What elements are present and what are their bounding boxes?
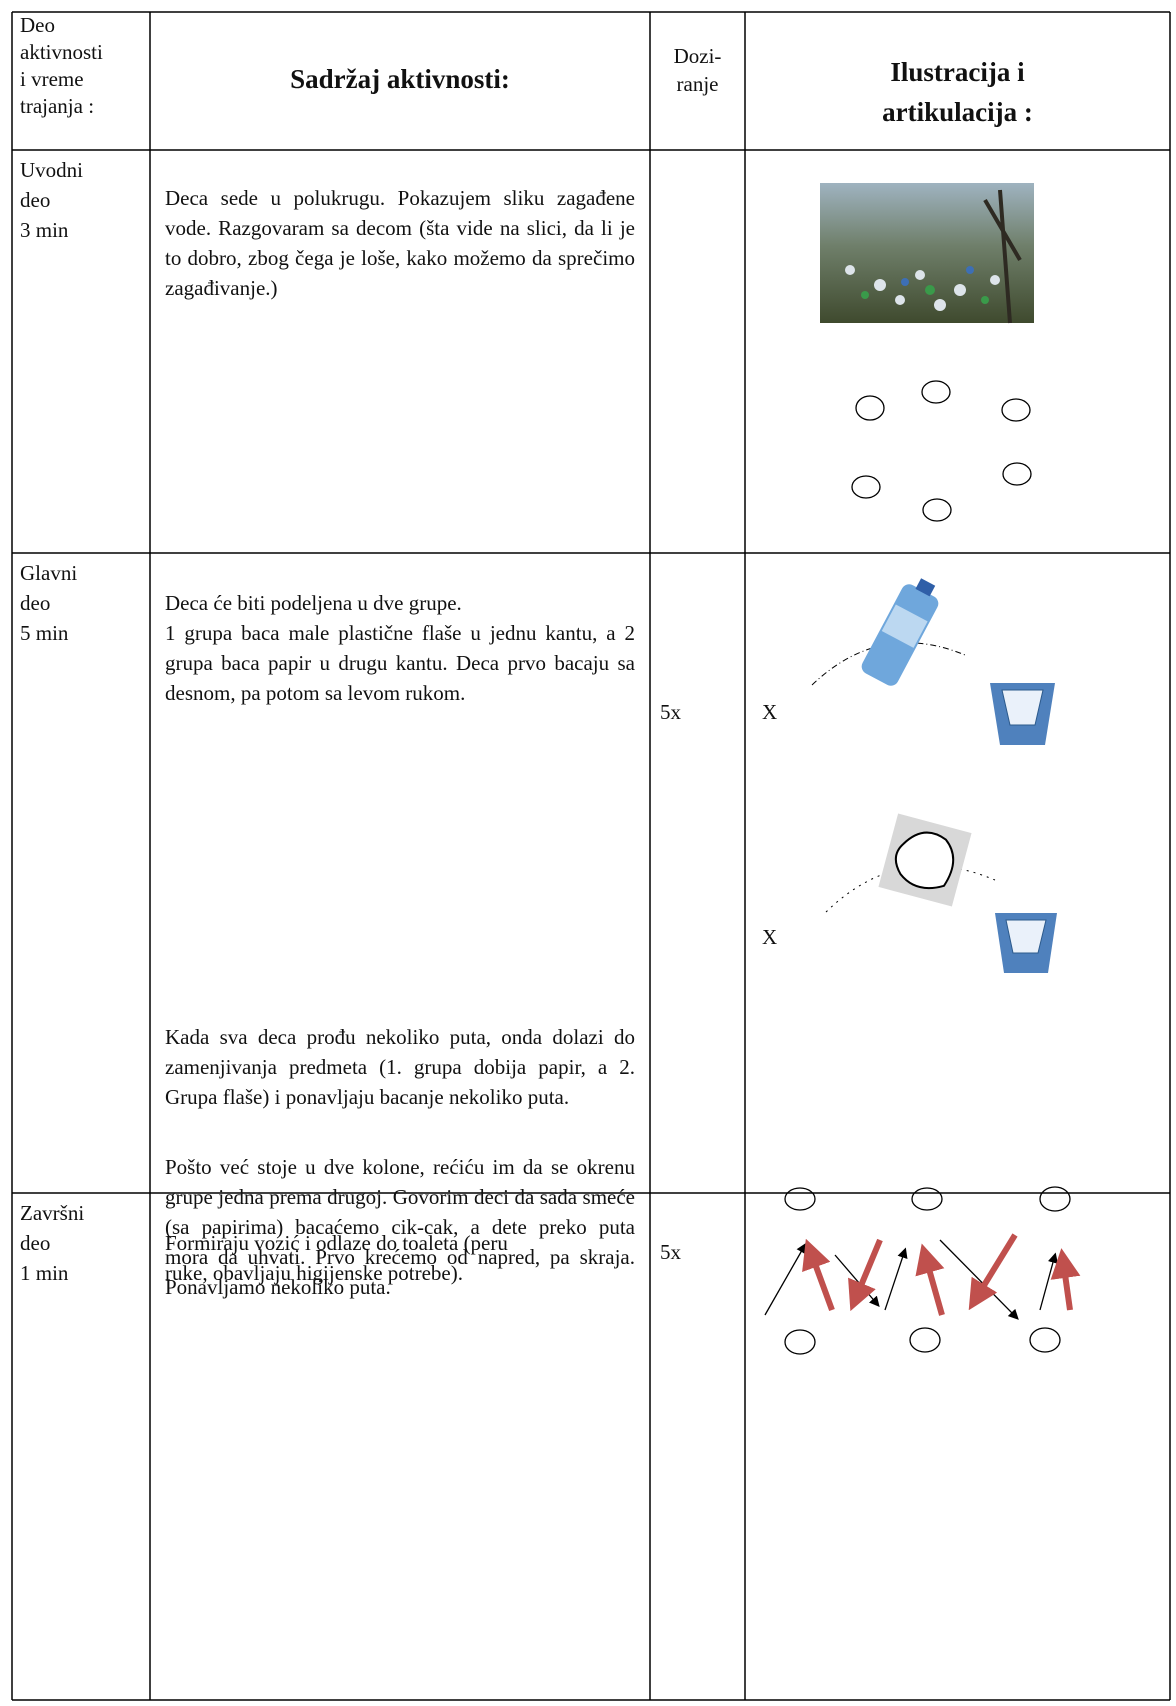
part-label: Završni — [20, 1201, 85, 1225]
position-mark: X — [762, 700, 778, 724]
header-cell: Sadržaj aktivnosti: — [290, 64, 510, 94]
content-text: Kada sva deca prođu nekoliko puta, onda … — [165, 1025, 635, 1109]
part-label: 1 min — [20, 1261, 69, 1285]
part-label: deo — [20, 591, 51, 615]
paper-icon — [878, 813, 972, 907]
table-borders — [11, 11, 1171, 1701]
header-cell: Dozi- — [673, 44, 722, 68]
header-cell: artikulacija : — [882, 97, 1033, 127]
part-label: 3 min — [20, 218, 69, 242]
header-cell: i vreme — [20, 67, 84, 91]
red-arrows — [802, 1233, 1081, 1316]
part-label: Glavni — [20, 561, 78, 585]
content-text: Formiraju vozić i odlaze do toaleta (per… — [165, 1231, 508, 1285]
content-text: Deca će biti podeljena u dve grupe. — [165, 591, 462, 615]
bin-inner — [1001, 689, 1044, 726]
part-label: deo — [20, 1231, 51, 1255]
dosage: 5x — [660, 1240, 681, 1264]
bin-inner — [1005, 919, 1047, 954]
polluted-water-photo — [820, 183, 1034, 324]
content-text: 1 grupa baca male plastične flaše u jedn… — [165, 621, 635, 705]
children-circles — [851, 380, 1032, 522]
header-cell: Deo — [20, 13, 55, 37]
content-text: Pošto već stoje u dve kolone, rećiću im … — [165, 1155, 635, 1299]
part-label: 5 min — [20, 621, 69, 645]
header-cell: ranje — [676, 72, 719, 96]
bottle-icon — [861, 578, 939, 686]
part-label: deo — [20, 188, 51, 212]
header-cell: aktivnosti — [20, 40, 103, 64]
header-cell: trajanja : — [20, 94, 95, 118]
part-label: Uvodni — [20, 158, 83, 182]
content-text: Deca sede u polukrugu. Pokazujem sliku z… — [165, 186, 635, 300]
position-mark: X — [762, 925, 778, 949]
dosage: 5x — [660, 700, 681, 724]
header-cell: Ilustracija i — [890, 57, 1025, 87]
children-circles — [784, 1186, 1071, 1355]
